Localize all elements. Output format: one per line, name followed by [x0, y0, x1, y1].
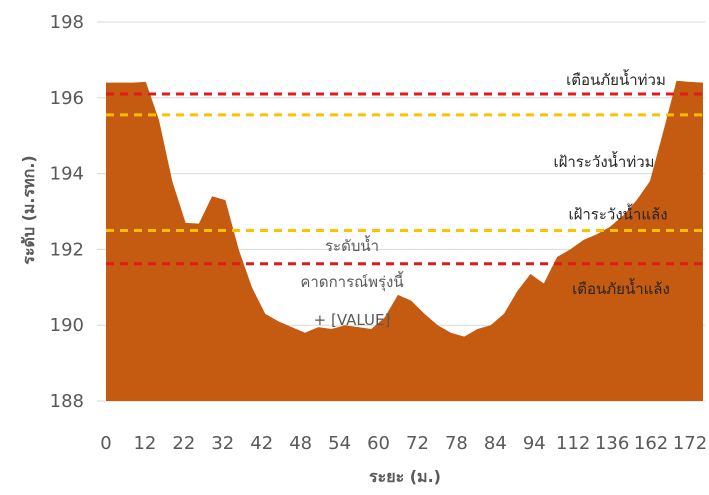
reference-line-label-1: เตือนภัยน้ำท่วม	[566, 69, 666, 89]
x-tick-label-6: 54	[328, 433, 351, 454]
forecast-annotation-line-2: คาดการณ์พรุ่งนี้	[300, 271, 404, 292]
y-tick-label-3: 194	[50, 164, 84, 185]
reference-line-label-2: เฝ้าระวังน้ำท่วม	[553, 151, 654, 171]
forecast-annotation: ระดับน้ำ คาดการณ์พรุ่งนี้ + [VALUE]	[300, 235, 404, 329]
y-axis-ticks: 188 190 192 194 196 198	[50, 12, 84, 412]
forecast-annotation-line-3: + [VALUE]	[314, 311, 391, 329]
y-tick-label-2: 192	[50, 239, 84, 260]
x-tick-label-15: 172	[673, 433, 707, 454]
y-tick-label-4: 196	[50, 88, 84, 109]
x-tick-label-3: 32	[211, 433, 234, 454]
area-series-group	[106, 80, 703, 401]
y-tick-label-0: 188	[50, 391, 84, 412]
forecast-annotation-line-1: ระดับน้ำ	[325, 235, 379, 255]
x-axis-ticks: 0 12 22 32 42 48 54 60 72 78 84 94 112 136 162 172	[100, 433, 707, 454]
y-tick-label-5: 198	[50, 12, 84, 33]
y-axis-title: ระดับ (ม.รทก.)	[19, 155, 38, 264]
x-tick-label-9: 78	[445, 433, 468, 454]
x-tick-label-12: 112	[556, 433, 590, 454]
x-tick-label-4: 42	[250, 433, 273, 454]
reference-line-label-4: เตือนภัยน้ำแล้ง	[572, 278, 670, 298]
x-tick-label-13: 136	[595, 433, 629, 454]
x-tick-label-7: 60	[367, 433, 390, 454]
x-tick-label-5: 48	[289, 433, 312, 454]
x-tick-label-10: 84	[484, 433, 507, 454]
reference-lines: เตือนภัยน้ำท่วมเฝ้าระวังน้ำท่วมเฝ้าระวัง…	[106, 69, 704, 298]
x-tick-label-11: 94	[523, 433, 546, 454]
x-axis-title: ระยะ (ม.)	[369, 467, 441, 486]
x-tick-label-0: 0	[100, 433, 111, 454]
x-tick-label-2: 22	[172, 433, 195, 454]
y-tick-label-1: 190	[50, 315, 84, 336]
x-tick-label-8: 72	[406, 433, 429, 454]
x-tick-label-1: 12	[133, 433, 156, 454]
area-series	[106, 80, 703, 401]
x-tick-label-14: 162	[634, 433, 668, 454]
reference-line-label-3: เฝ้าระวังน้ำแล้ง	[568, 203, 667, 223]
